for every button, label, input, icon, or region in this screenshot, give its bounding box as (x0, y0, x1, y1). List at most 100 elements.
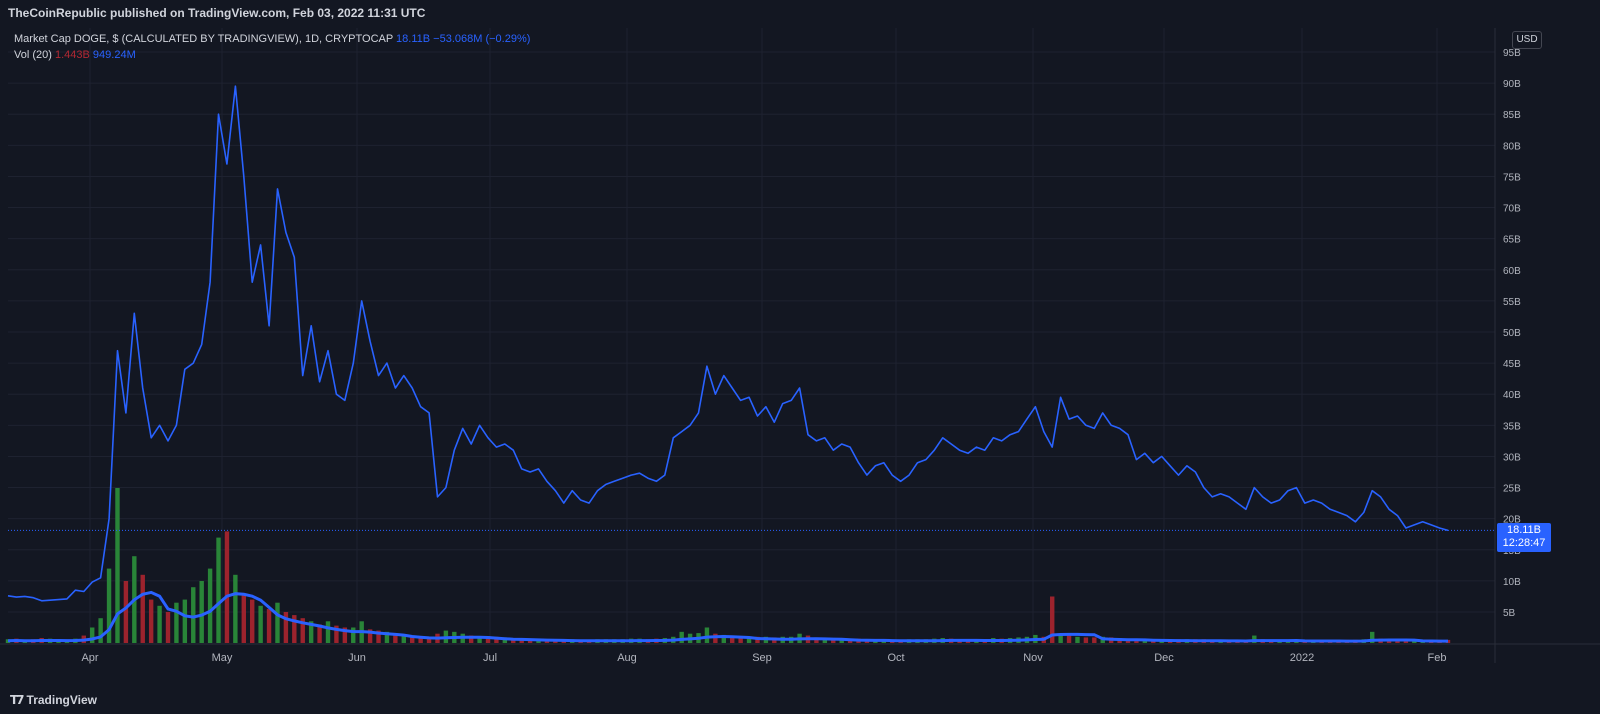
x-tick-label: Aug (617, 652, 637, 664)
last-price-label: 18.11B 12:28:47 (1497, 523, 1551, 552)
volume-label[interactable]: Vol (20) (14, 49, 52, 61)
volume-bar (485, 636, 491, 643)
volume-bar (90, 627, 95, 643)
volume-bar (494, 636, 499, 643)
y-tick-label: 30B (1503, 452, 1521, 463)
y-tick-label: 5B (1503, 608, 1516, 619)
x-tick-label: Nov (1023, 652, 1043, 664)
x-tick-label: Dec (1154, 652, 1174, 664)
volume-bar (831, 638, 836, 643)
volume-bar (292, 615, 297, 643)
volume-ma-line (7, 590, 1448, 643)
volume-bar (308, 621, 314, 643)
publish-info: TheCoinRepublic published on TradingView… (8, 6, 426, 20)
volume-bar (1370, 631, 1375, 643)
volume-bar (5, 639, 11, 643)
x-tick-label: May (212, 652, 233, 664)
last-value: 18.11B (396, 33, 431, 45)
brand-name: TradingView (26, 693, 98, 707)
change-value: −53.068M (−0.29%) (433, 33, 531, 45)
volume-bar (342, 627, 348, 643)
chart-legend: Market Cap DOGE, $ (CALCULATED BY TRADIN… (14, 31, 530, 63)
volume-bar (317, 624, 322, 643)
last-price-value: 18.11B (1506, 524, 1542, 536)
volume-bar (241, 593, 246, 643)
volume-bar (746, 636, 752, 643)
volume-bar (1058, 633, 1063, 643)
volume-bar (1083, 637, 1089, 643)
y-tick-label: 40B (1503, 390, 1521, 401)
volume-bar (199, 581, 204, 643)
volume-bar (367, 629, 373, 643)
y-tick-label: 45B (1503, 359, 1521, 370)
volume-bar (1092, 637, 1097, 643)
volume-bar (721, 634, 726, 643)
volume-bar (502, 637, 508, 643)
x-tick-label: Jun (348, 652, 366, 664)
y-tick-label: 70B (1503, 204, 1521, 215)
y-tick-label: 85B (1503, 110, 1521, 121)
volume-bar (713, 633, 718, 643)
volume-bar (115, 488, 120, 643)
volume-value: 1.443B (54, 49, 90, 61)
x-tick-label: Feb (1428, 652, 1447, 664)
x-tick-label: Oct (887, 652, 904, 664)
y-tick-label: 35B (1503, 421, 1521, 432)
volume-bar (224, 531, 230, 643)
bar-countdown: 12:28:47 (1502, 537, 1546, 549)
tradingview-logo-icon: T7 (10, 693, 24, 707)
volume-bar (258, 605, 263, 643)
volume-bar (351, 627, 356, 643)
volume-bar (1050, 596, 1055, 643)
volume-bar (300, 618, 305, 643)
volume-bar (233, 574, 238, 643)
volume-bar (401, 634, 406, 643)
y-tick-label: 80B (1503, 141, 1521, 152)
symbol-label[interactable]: Market Cap DOGE, $ (CALCULATED BY TRADIN… (14, 33, 393, 45)
volume-bar (1075, 636, 1080, 643)
volume-bar (283, 612, 289, 643)
price-line[interactable] (7, 85, 1449, 602)
volume-bar (822, 638, 828, 643)
volume-bar (1066, 635, 1072, 643)
volume-bar (376, 630, 381, 643)
y-tick-label: 20B (1503, 515, 1521, 526)
volume-bar (334, 625, 339, 643)
y-tick-label: 75B (1503, 172, 1521, 183)
x-tick-label: 2022 (1290, 652, 1314, 664)
volume-bar (468, 635, 474, 643)
volume-bar (250, 599, 255, 643)
volume-bar (216, 537, 221, 643)
x-tick-label: Apr (81, 652, 98, 664)
volume-bar (123, 581, 129, 643)
y-tick-label: 95B (1503, 48, 1521, 59)
x-tick-label: Jul (483, 652, 497, 664)
volume-bar (182, 599, 188, 643)
volume-bar (165, 612, 171, 643)
volume-bar (325, 621, 331, 643)
tradingview-logo[interactable]: T7 TradingView (10, 693, 97, 707)
y-tick-label: 50B (1503, 328, 1521, 339)
volume-bar (384, 631, 390, 643)
publish-header: TheCoinRepublic published on TradingView… (0, 0, 1600, 26)
volume-bar (477, 636, 482, 643)
y-tick-label: 90B (1503, 79, 1521, 90)
volume-bar (410, 635, 415, 643)
volume-bar (140, 574, 145, 643)
volume-bar (98, 618, 103, 643)
volume-bar (393, 633, 398, 643)
volume-bar (157, 605, 162, 643)
volume-bar (704, 627, 710, 643)
volume-bar (679, 631, 684, 643)
volume-bar (266, 608, 272, 643)
y-tick-label: 60B (1503, 266, 1521, 277)
volume-bar (106, 568, 112, 643)
x-tick-label: Sep (752, 652, 772, 664)
volume-bar (174, 602, 179, 643)
volume-bar (207, 568, 213, 643)
currency-button[interactable]: USD (1512, 31, 1542, 49)
volume-bar (426, 636, 432, 643)
volume-bar (418, 636, 423, 643)
